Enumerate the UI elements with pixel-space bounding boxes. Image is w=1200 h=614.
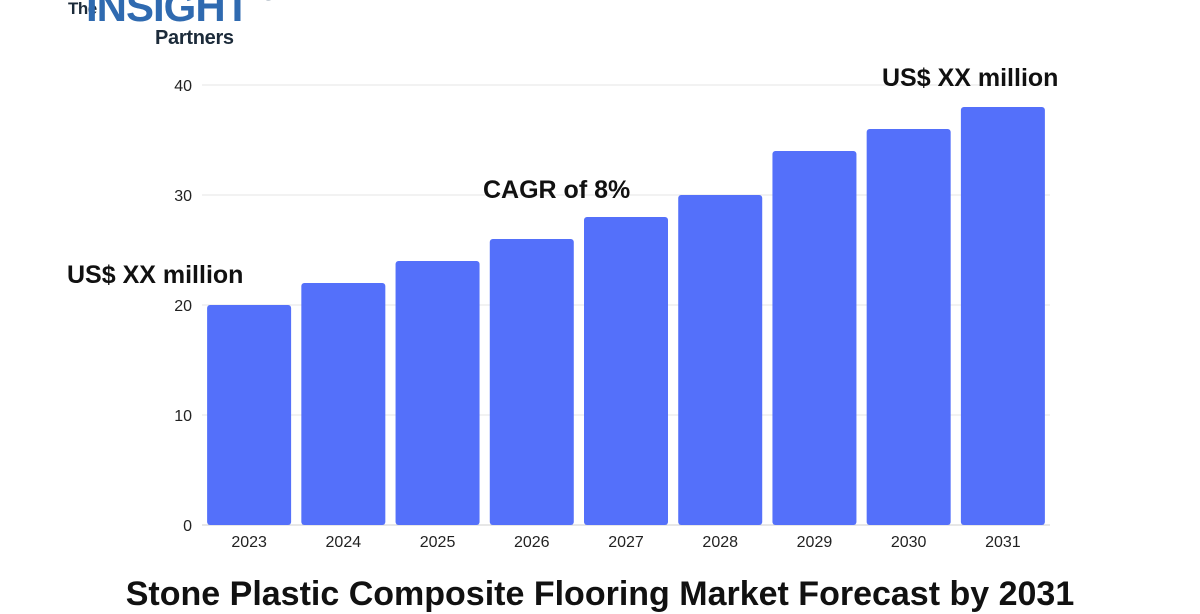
end-value-annotation: US$ XX million [882, 64, 1059, 92]
bar-2028 [678, 195, 763, 525]
bar-2024 [301, 283, 386, 525]
x-tick-label: 2030 [891, 534, 927, 551]
bar-2023 [207, 305, 292, 525]
bar-2026 [489, 239, 574, 525]
x-tick-label: 2029 [797, 534, 833, 551]
logo-insight-text: INSIGHT [86, 0, 250, 30]
cagr-annotation: CAGR of 8% [483, 176, 631, 204]
x-tick-label: 2028 [702, 534, 738, 551]
chart-title: Stone Plastic Composite Flooring Market … [125, 575, 1075, 613]
y-tick-label: 40 [174, 78, 192, 95]
x-tick-label: 2027 [608, 534, 644, 551]
bar-2029 [772, 151, 857, 525]
bar-2025 [395, 261, 480, 525]
bar-2030 [866, 129, 951, 525]
x-tick-label: 2025 [420, 534, 456, 551]
y-tick-label: 10 [174, 408, 192, 425]
company-logo: The INSIGHT Partners [66, 0, 286, 52]
bar-2031 [960, 107, 1045, 525]
y-tick-label: 0 [183, 518, 192, 535]
x-tick-label: 2023 [231, 534, 267, 551]
x-tick-label: 2026 [514, 534, 550, 551]
y-tick-label: 20 [174, 298, 192, 315]
x-tick-label: 2024 [326, 534, 362, 551]
bar-2027 [584, 217, 668, 525]
logo-partners-text: Partners [155, 27, 234, 49]
y-tick-label: 30 [174, 188, 192, 205]
start-value-annotation: US$ XX million [67, 261, 244, 289]
logo-the-text: The [68, 0, 97, 18]
x-tick-label: 2031 [985, 534, 1021, 551]
